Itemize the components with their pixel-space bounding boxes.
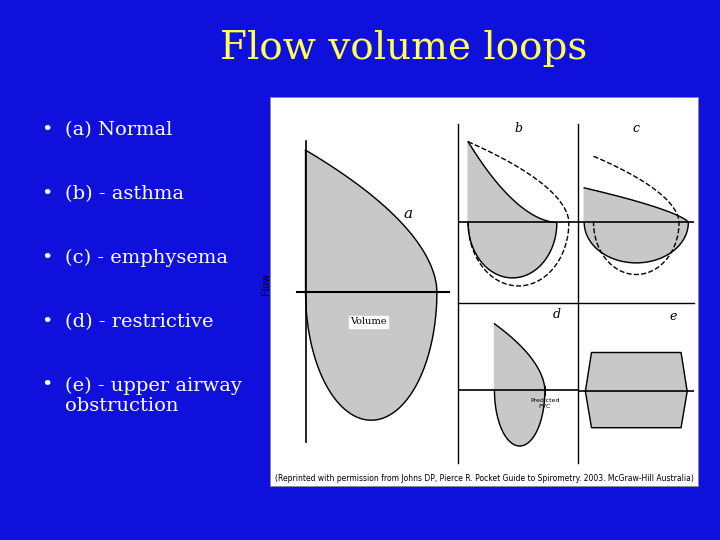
- Polygon shape: [585, 353, 687, 428]
- Text: •: •: [41, 249, 53, 267]
- Polygon shape: [468, 141, 557, 278]
- Text: b: b: [515, 123, 523, 136]
- Text: (Reprinted with permission from Johns DP, Pierce R. Pocket Guide to Spirometry. : (Reprinted with permission from Johns DP…: [275, 474, 693, 483]
- Text: Flow volume loops: Flow volume loops: [220, 30, 587, 67]
- Bar: [270, 97, 698, 486]
- Text: d: d: [553, 308, 561, 321]
- Text: (d) - restrictive: (d) - restrictive: [65, 313, 213, 330]
- Text: •: •: [41, 122, 53, 139]
- Text: (b) - asthma: (b) - asthma: [65, 185, 184, 203]
- Text: (c) - emphysema: (c) - emphysema: [65, 249, 228, 267]
- Text: (a) Normal: (a) Normal: [65, 122, 172, 139]
- Polygon shape: [305, 150, 437, 420]
- Text: c: c: [633, 123, 640, 136]
- Polygon shape: [495, 324, 545, 446]
- Text: •: •: [41, 313, 53, 330]
- Text: e: e: [670, 310, 677, 323]
- Text: a: a: [403, 207, 413, 221]
- Text: •: •: [41, 185, 53, 203]
- Text: (e) - upper airway
obstruction: (e) - upper airway obstruction: [65, 376, 242, 415]
- Polygon shape: [584, 188, 688, 263]
- Text: •: •: [41, 376, 53, 394]
- Text: Flow: Flow: [261, 273, 271, 295]
- Text: Predicted
FVC: Predicted FVC: [530, 398, 559, 409]
- Text: Volume: Volume: [351, 318, 387, 326]
